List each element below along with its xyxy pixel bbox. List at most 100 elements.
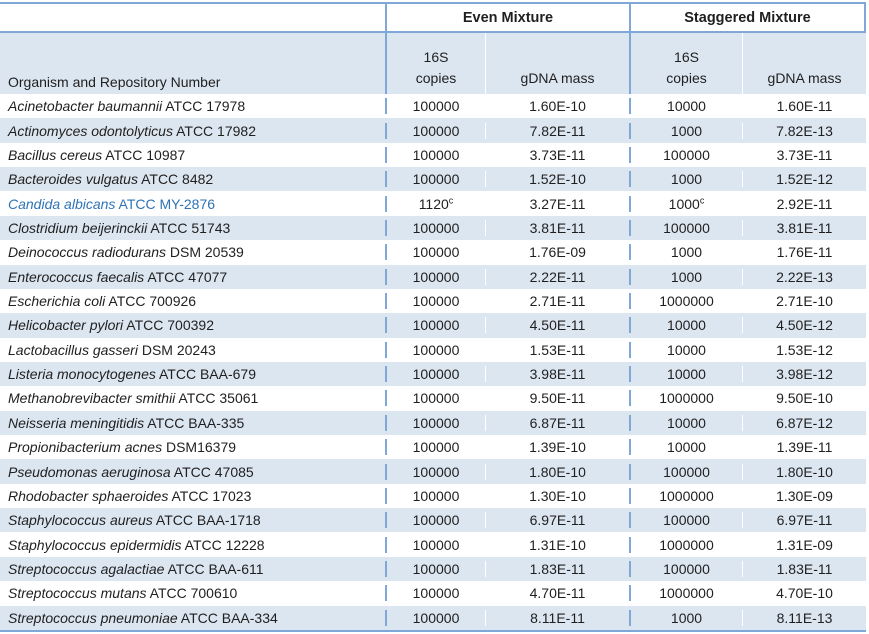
staggered-copies-value: 100000 <box>629 561 742 577</box>
organism-cell: Methanobrevibacter smithii ATCC 35061 <box>0 390 385 406</box>
even-copies-value: 100000 <box>385 487 485 504</box>
staggered-mass-value: 1.52E-12 <box>776 171 833 188</box>
staggered-mass-value: 4.70E-10 <box>742 585 866 602</box>
organism-cell: Candida albicans ATCC MY-2876 <box>0 196 385 212</box>
staggered-copies-value: 1000000 <box>659 487 714 504</box>
even-mass-value: 2.22E-11 <box>529 268 586 285</box>
staggered-mass-value: 3.73E-11 <box>776 146 833 163</box>
staggered-mass-value: 1.30E-09 <box>742 487 866 504</box>
table-row: Staphylococcus aureus ATCC BAA-1718 10000… <box>0 508 866 533</box>
table-row: Candida albicans ATCC MY-2876 1120c 3.27E-… <box>0 191 866 215</box>
repository-number: ATCC BAA-679 <box>159 366 256 383</box>
organism-name: Deinococcus radiodurans <box>8 244 166 261</box>
staggered-mass-value: 1.30E-09 <box>776 487 833 504</box>
even-mass-value: 1.60E-10 <box>485 98 629 115</box>
even-mass-value: 1.31E-10 <box>485 536 629 553</box>
even-mass-value: 3.98E-11 <box>485 366 629 383</box>
staggered-mass-header: gDNA mass <box>742 33 866 94</box>
repository-number: ATCC 51743 <box>150 219 231 236</box>
staggered-mass-value: 1.53E-12 <box>742 341 866 358</box>
organism-name: Methanobrevibacter smithii <box>8 390 176 407</box>
even-mass-value: 3.27E-11 <box>485 195 629 212</box>
staggered-copies-value: 100000 <box>663 219 710 236</box>
even-copies-value: 100000 <box>412 536 460 553</box>
organism-cell: Actinomyces odontolyticus ATCC 17982 <box>0 123 385 139</box>
even-mass-value: 1.53E-11 <box>529 341 586 358</box>
even-copies-value: 100000 <box>412 293 460 310</box>
staggered-copies-value: 1000 <box>670 268 703 285</box>
staggered-copies-value: 100000 <box>663 561 710 577</box>
even-mass-value: 3.81E-11 <box>529 219 586 236</box>
copies-header-line2: copies <box>666 70 707 87</box>
organism-cell: Acinetobacter baumannii ATCC 17978 <box>0 98 385 114</box>
even-mass-value: 1.31E-10 <box>529 536 586 553</box>
even-mass-value: 6.97E-11 <box>485 512 629 529</box>
table-row: Propionibacterium acnes DSM16379 100000 1.… <box>0 435 866 459</box>
organism-cell: Deinococcus radiodurans DSM 20539 <box>0 244 385 260</box>
table-row: Acinetobacter baumannii ATCC 17978 100000… <box>0 94 866 118</box>
table-row: Escherichia coli ATCC 700926 100000 2.71E-… <box>0 289 866 313</box>
even-copies-value: 100000 <box>385 122 485 139</box>
even-copies-value: 100000 <box>385 146 485 163</box>
even-copies-value: 100000 <box>412 244 460 261</box>
organism-name: Propionibacterium acnes <box>8 439 163 456</box>
corner-cell <box>0 4 385 31</box>
even-mass-value: 1.76E-09 <box>485 244 629 261</box>
table-row: Streptococcus pneumoniae ATCC BAA-334 100… <box>0 605 866 630</box>
staggered-mass-value: 2.71E-10 <box>742 293 866 310</box>
staggered-mass-value: 4.70E-10 <box>776 585 833 602</box>
table-body: Acinetobacter baumannii ATCC 17978 100000… <box>0 94 866 630</box>
even-mass-value: 1.83E-11 <box>529 561 586 577</box>
even-copies-header: 16S copies <box>385 33 485 94</box>
even-mass-value: 2.71E-11 <box>485 293 629 310</box>
table-row: Rhodobacter sphaeroides ATCC 17023 100000… <box>0 484 866 508</box>
organism-name: Staphylococcus aureus <box>8 512 153 529</box>
table-row: Bacteroides vulgatus ATCC 8482 100000 1.52… <box>0 167 866 192</box>
organism-name: Clostridium beijerinckii <box>8 219 148 236</box>
staggered-copies-value: 1000 <box>629 171 742 188</box>
organism-name: Enterococcus faecalis <box>8 268 145 285</box>
even-mass-value: 1.53E-11 <box>485 341 629 358</box>
even-mass-value: 8.11E-11 <box>485 609 629 626</box>
even-copies-value: 100000 <box>385 439 485 456</box>
organism-name: Staphylococcus epidermidis <box>8 536 182 553</box>
sub-header-row: Organism and Repository Number 16S copie… <box>0 33 866 94</box>
organism-cell: Bacillus cereus ATCC 10987 <box>0 147 385 163</box>
staggered-mass-value: 1.83E-11 <box>742 561 866 577</box>
staggered-mass-value: 1.76E-11 <box>742 244 866 261</box>
even-copies-value: 1120 <box>418 195 449 212</box>
even-mass-value: 1.80E-10 <box>485 463 629 480</box>
staggered-mass-value: 6.87E-12 <box>776 414 833 431</box>
organism-name: Listeria monocytogenes <box>8 366 156 383</box>
even-mass-value: 6.87E-11 <box>529 414 586 431</box>
staggered-copies-value: 10000 <box>629 414 742 431</box>
table-row: Streptococcus agalactiae ATCC BAA-611 100… <box>0 556 866 582</box>
staggered-copies-value: 1000 <box>670 244 703 261</box>
staggered-copies-value: 1000000 <box>659 293 714 310</box>
staggered-copies-value: 1000 <box>629 268 742 285</box>
table-row: Methanobrevibacter smithii ATCC 35061 100… <box>0 386 866 410</box>
even-mass-value: 1.60E-10 <box>529 98 586 115</box>
table-row: Staphylococcus epidermidis ATCC 12228 100… <box>0 532 866 556</box>
staggered-copies-value: 1000000 <box>659 585 714 602</box>
staggered-copies-value: 10000 <box>629 366 742 383</box>
organism-name: Helicobacter pylori <box>8 317 124 334</box>
even-copies-value: 100000 <box>385 585 485 602</box>
even-mass-value: 4.70E-11 <box>529 585 586 602</box>
staggered-mass-value: 1.83E-11 <box>776 561 833 577</box>
staggered-copies-value: 100000 <box>629 219 742 236</box>
even-mass-value: 8.11E-11 <box>530 609 585 626</box>
staggered-mass-value: 3.81E-11 <box>776 219 833 236</box>
footnote-marker: c <box>448 194 454 205</box>
even-copies-value: 100000 <box>385 414 485 431</box>
staggered-copies-value: 1000 <box>629 244 742 261</box>
even-copies-value: 100000 <box>412 414 460 431</box>
even-copies-value: 100000 <box>385 98 485 115</box>
staggered-copies-value: 10000 <box>629 98 742 115</box>
staggered-mass-value: 1.39E-11 <box>776 439 833 456</box>
even-mass-value: 3.73E-11 <box>485 146 629 163</box>
staggered-mass-value: 2.92E-11 <box>776 195 833 212</box>
staggered-mass-value: 9.50E-10 <box>742 390 866 407</box>
even-mass-value: 1.39E-10 <box>485 439 629 456</box>
table-row: Lactobacillus gasseri DSM 20243 100000 1.5… <box>0 338 866 362</box>
